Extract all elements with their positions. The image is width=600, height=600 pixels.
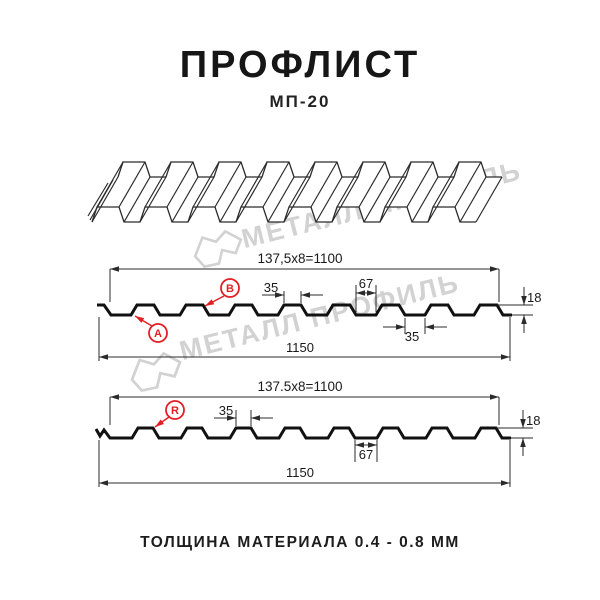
dim-label: 1150 xyxy=(286,465,314,480)
profile-3d-view xyxy=(87,161,503,223)
dim-label: 35 xyxy=(219,403,233,418)
side-label: B xyxy=(226,283,234,295)
profile-model-subtitle: МП-20 xyxy=(269,92,331,111)
material-thickness-caption: ТОЛЩИНА МАТЕРИАЛА 0.4 - 0.8 ММ xyxy=(140,534,460,551)
dim-label: 35 xyxy=(264,280,278,295)
dim-label: 137.5x8=1100 xyxy=(258,379,343,394)
page-title: ПРОФЛИСТ xyxy=(179,44,421,86)
section-a-drawing: 137,5x8=1100 35 67 35 18 1150 B A xyxy=(97,251,541,361)
dim-label: 67 xyxy=(359,276,373,291)
dim-label: 18 xyxy=(527,290,541,305)
dim-label: 1150 xyxy=(286,340,314,355)
section-r-drawing: 137.5x8=1100 35 67 18 1150 R xyxy=(94,379,540,487)
brand-logo-icon xyxy=(130,351,182,393)
side-label: R xyxy=(171,405,179,417)
dim-label: 35 xyxy=(405,329,419,344)
profile-outline-a xyxy=(97,303,512,317)
dim-label: 137,5x8=1100 xyxy=(258,251,343,266)
dim-label: 18 xyxy=(526,413,540,428)
brand-logo-icon xyxy=(193,229,243,269)
dim-label: 67 xyxy=(359,447,373,462)
profile-outline-r xyxy=(94,426,511,440)
side-label: A xyxy=(154,328,162,340)
